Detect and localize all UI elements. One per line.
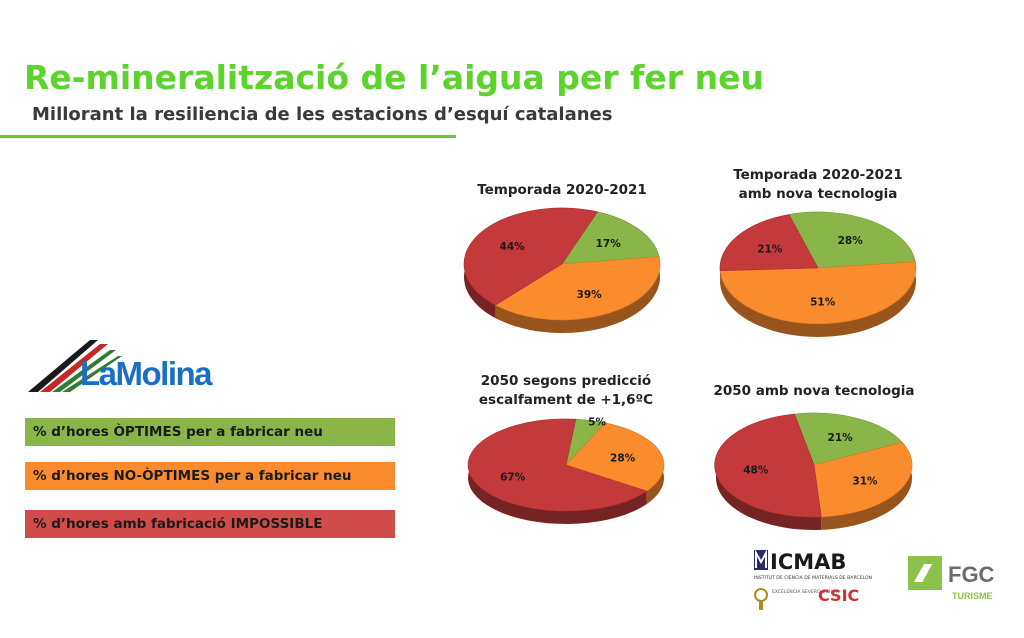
pie-slice-side — [468, 419, 647, 524]
title-underline — [0, 135, 456, 138]
chart-title-line: amb nova tecnologia — [739, 186, 898, 202]
pie-slice-side — [605, 422, 664, 505]
fgc-name: FGC — [948, 562, 995, 587]
pie-slice-no_optimes — [813, 441, 913, 518]
chart-title-line: Temporada 2020-2021 — [477, 182, 647, 198]
pie-slice-no_optimes — [719, 261, 917, 325]
pie-data-label: 31% — [852, 476, 878, 488]
brand-name: LaMolina — [80, 355, 213, 392]
pie-slice-no_optimes — [494, 256, 661, 321]
pie-slice-optimes — [788, 211, 916, 269]
icmab-name: ICMAB — [770, 550, 846, 574]
page-subtitle: Millorant la resiliencia de les estacion… — [32, 104, 613, 125]
csic-text: CSIC — [818, 586, 859, 605]
pie-slice-side — [720, 261, 916, 337]
pie-data-label: 21% — [828, 432, 854, 444]
legend-optimes: % d’hores ÒPTIMES per a fabricar neu — [25, 418, 395, 446]
pie-data-label: 5% — [588, 416, 606, 428]
pie-slice-impossible — [714, 413, 822, 518]
legend-impossible-label: % d’hores amb fabricació IMPOSSIBLE — [33, 516, 323, 532]
pie-data-label: 21% — [757, 244, 783, 256]
pie-data-label: 67% — [500, 472, 526, 484]
pie-chart-3: 2050 segons predicció escalfament de +1,6… — [467, 373, 665, 524]
pie-slice-optimes — [561, 211, 660, 265]
la-molina-logo: LaMolina — [28, 340, 215, 392]
pie-slice-side — [821, 442, 912, 530]
icmab-caption: INSTITUT DE CIÈNCIA DE MATERIALS DE BARC… — [754, 573, 872, 581]
icmab-logo: ICMAB INSTITUT DE CIÈNCIA DE MATERIALS D… — [754, 549, 872, 610]
pie-slice-optimes — [794, 412, 903, 466]
pie-slice-side — [720, 214, 789, 284]
fgc-caption: TURISME — [952, 591, 993, 601]
pie-slice-optimes — [565, 418, 606, 466]
pie-data-label: 17% — [596, 238, 622, 250]
pie-chart-1: Temporada 2020-2021 17% 39% 44% — [463, 182, 661, 333]
chart-title-line: Temporada 2020-2021 — [733, 167, 903, 183]
pie-chart-4: 2050 amb nova tecnologia 21% 31% 48% — [713, 383, 915, 530]
pie-data-label: 44% — [500, 241, 526, 253]
chart-title-line: 2050 amb nova tecnologia — [713, 383, 914, 399]
pie-slice-impossible — [467, 418, 648, 512]
legend-no-optimes: % d’hores NO-ÒPTIMES per a fabricar neu — [25, 462, 395, 490]
page-title: Re-mineralització de l’aigua per fer neu — [24, 58, 764, 97]
pie-chart-2: Temporada 2020-2021 amb nova tecnologia 28… — [719, 167, 917, 337]
fgc-turisme-logo: FGC TURISME — [908, 556, 995, 601]
pie-slice-impossible — [719, 214, 819, 272]
legend-impossible: % d’hores amb fabricació IMPOSSIBLE — [25, 510, 395, 538]
pie-slice-no_optimes — [565, 422, 665, 492]
chart-title-line: escalfament de +1,6ºC — [479, 392, 653, 408]
pie-slice-side — [794, 413, 903, 456]
pie-slice-side — [597, 211, 660, 270]
pie-slice-side — [464, 208, 598, 319]
legend-optimes-label: % d’hores ÒPTIMES per a fabricar neu — [33, 424, 323, 440]
pie-slice-side — [575, 419, 606, 436]
pie-slice-side — [716, 414, 822, 530]
pie-slice-side — [789, 212, 916, 275]
pie-data-label: 48% — [743, 464, 769, 476]
pie-data-label: 51% — [810, 297, 836, 309]
pie-slice-side — [495, 256, 660, 333]
pie-slice-impossible — [463, 207, 598, 306]
pie-data-label: 28% — [610, 453, 636, 465]
pie-data-label: 28% — [838, 235, 864, 247]
legend-no-optimes-label: % d’hores NO-ÒPTIMES per a fabricar neu — [33, 468, 352, 484]
severo-ochoa-text: EXCELENCIA SEVERO OCHOA — [772, 589, 840, 595]
chart-title-line: 2050 segons predicció — [481, 373, 651, 389]
pie-data-label: 39% — [577, 289, 603, 301]
